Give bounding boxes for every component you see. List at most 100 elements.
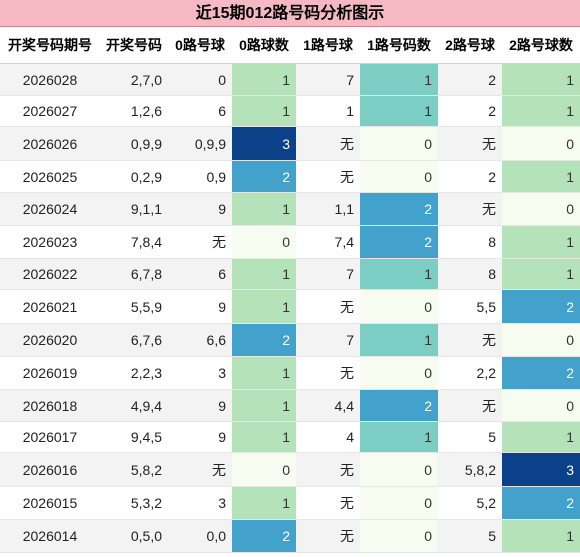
cell-route1-count: 1 xyxy=(360,95,438,127)
cell-route2-count: 1 xyxy=(502,95,580,127)
table-row: 2026019 2,2,3 3 1 无 0 2,2 2 xyxy=(0,356,580,390)
cell-route1-balls: 无 xyxy=(296,519,360,553)
cell-route2-balls: 5,8,2 xyxy=(438,452,502,487)
cell-route1-count: 0 xyxy=(360,289,438,324)
cell-route2-count: 1 xyxy=(502,519,580,553)
table-row: 2026026 0,9,9 0,9,9 3 无 0 无 0 xyxy=(0,126,580,161)
cell-route1-count: 2 xyxy=(360,389,438,422)
cell-route1-balls: 7,4 xyxy=(296,225,360,259)
cell-route1-count: 0 xyxy=(360,519,438,553)
header-issue: 开奖号码期号 xyxy=(0,27,100,64)
table-row: 2026022 6,7,8 6 1 7 1 8 1 xyxy=(0,258,580,290)
cell-route0-balls: 0 xyxy=(168,63,232,96)
cell-route1-count: 1 xyxy=(360,421,438,453)
cell-route2-count: 0 xyxy=(502,126,580,161)
cell-route2-count: 0 xyxy=(502,192,580,226)
cell-route2-count: 1 xyxy=(502,225,580,259)
cell-route1-balls: 无 xyxy=(296,486,360,520)
cell-route1-balls: 无 xyxy=(296,126,360,161)
cell-route2-count: 2 xyxy=(502,486,580,520)
cell-route0-count: 1 xyxy=(232,389,296,422)
cell-numbers: 0,9,9 xyxy=(100,126,168,161)
cell-issue: 2026018 xyxy=(0,389,100,422)
cell-route1-count: 0 xyxy=(360,486,438,520)
cell-numbers: 2,7,0 xyxy=(100,63,168,96)
cell-route0-count: 1 xyxy=(232,486,296,520)
cell-numbers: 2,2,3 xyxy=(100,356,168,390)
cell-route1-count: 1 xyxy=(360,63,438,96)
cell-numbers: 4,9,4 xyxy=(100,389,168,422)
header-route1-balls: 1路号球 xyxy=(296,27,360,64)
cell-issue: 2026015 xyxy=(0,486,100,520)
cell-route0-balls: 无 xyxy=(168,225,232,259)
cell-numbers: 9,4,5 xyxy=(100,421,168,453)
cell-route0-count: 3 xyxy=(232,126,296,161)
analysis-table: 开奖号码期号 开奖号码 0路号球 0路球数 1路号球 1路号码数 2路号球 2路… xyxy=(0,27,580,553)
header-route1-count: 1路号码数 xyxy=(360,27,438,64)
cell-issue: 2026025 xyxy=(0,160,100,193)
cell-issue: 2026028 xyxy=(0,63,100,96)
table-row: 2026024 9,1,1 9 1 1,1 2 无 0 xyxy=(0,192,580,226)
table-body: 2026028 2,7,0 0 1 7 1 2 1 2026027 1,2,6 6 1 1 1 2 1 2026… xyxy=(0,63,580,553)
table-row: 2026017 9,4,5 9 1 4 1 5 1 xyxy=(0,421,580,453)
cell-numbers: 5,8,2 xyxy=(100,452,168,487)
cell-issue: 2026014 xyxy=(0,519,100,553)
cell-numbers: 5,3,2 xyxy=(100,486,168,520)
cell-route0-balls: 9 xyxy=(168,389,232,422)
cell-route0-balls: 6 xyxy=(168,258,232,290)
cell-route0-count: 2 xyxy=(232,323,296,357)
cell-route0-balls: 9 xyxy=(168,421,232,453)
cell-route1-balls: 1,1 xyxy=(296,192,360,226)
table-row: 2026018 4,9,4 9 1 4,4 2 无 0 xyxy=(0,389,580,422)
cell-route2-count: 2 xyxy=(502,289,580,324)
cell-numbers: 0,2,9 xyxy=(100,160,168,193)
cell-route0-balls: 无 xyxy=(168,452,232,487)
cell-route1-balls: 4 xyxy=(296,421,360,453)
cell-route1-balls: 无 xyxy=(296,289,360,324)
table-header-row: 开奖号码期号 开奖号码 0路号球 0路球数 1路号球 1路号码数 2路号球 2路… xyxy=(0,27,580,64)
cell-route2-count: 3 xyxy=(502,452,580,487)
cell-numbers: 5,5,9 xyxy=(100,289,168,324)
table-row: 2026016 5,8,2 无 0 无 0 5,8,2 3 xyxy=(0,452,580,487)
cell-route0-count: 2 xyxy=(232,519,296,553)
cell-issue: 2026024 xyxy=(0,192,100,226)
cell-route2-count: 0 xyxy=(502,389,580,422)
cell-issue: 2026016 xyxy=(0,452,100,487)
cell-route0-count: 0 xyxy=(232,225,296,259)
cell-route0-balls: 3 xyxy=(168,356,232,390)
cell-route0-balls: 3 xyxy=(168,486,232,520)
cell-numbers: 6,7,8 xyxy=(100,258,168,290)
cell-numbers: 9,1,1 xyxy=(100,192,168,226)
page-title: 近15期012路号码分析图示 xyxy=(0,0,580,27)
cell-route0-count: 1 xyxy=(232,356,296,390)
table-row: 2026027 1,2,6 6 1 1 1 2 1 xyxy=(0,95,580,127)
cell-route2-balls: 无 xyxy=(438,192,502,226)
cell-route0-balls: 0,9 xyxy=(168,160,232,193)
cell-route2-count: 1 xyxy=(502,421,580,453)
cell-route0-balls: 0,9,9 xyxy=(168,126,232,161)
cell-issue: 2026026 xyxy=(0,126,100,161)
header-route0-count: 0路球数 xyxy=(232,27,296,64)
cell-route0-balls: 9 xyxy=(168,192,232,226)
table-row: 2026015 5,3,2 3 1 无 0 5,2 2 xyxy=(0,486,580,520)
cell-route2-balls: 2 xyxy=(438,63,502,96)
cell-route1-balls: 7 xyxy=(296,323,360,357)
header-route2-balls: 2路号球 xyxy=(438,27,502,64)
cell-route1-balls: 7 xyxy=(296,63,360,96)
cell-route1-balls: 无 xyxy=(296,356,360,390)
cell-issue: 2026020 xyxy=(0,323,100,357)
cell-route1-count: 2 xyxy=(360,192,438,226)
cell-route2-balls: 5,2 xyxy=(438,486,502,520)
table-row: 2026014 0,5,0 0,0 2 无 0 5 1 xyxy=(0,519,580,553)
cell-route0-count: 0 xyxy=(232,452,296,487)
cell-route1-count: 0 xyxy=(360,452,438,487)
cell-route0-balls: 6,6 xyxy=(168,323,232,357)
cell-route0-balls: 9 xyxy=(168,289,232,324)
cell-route2-count: 2 xyxy=(502,356,580,390)
cell-route1-balls: 无 xyxy=(296,452,360,487)
cell-route2-count: 1 xyxy=(502,63,580,96)
cell-route1-count: 2 xyxy=(360,225,438,259)
cell-route2-balls: 无 xyxy=(438,323,502,357)
cell-route1-count: 0 xyxy=(360,160,438,193)
